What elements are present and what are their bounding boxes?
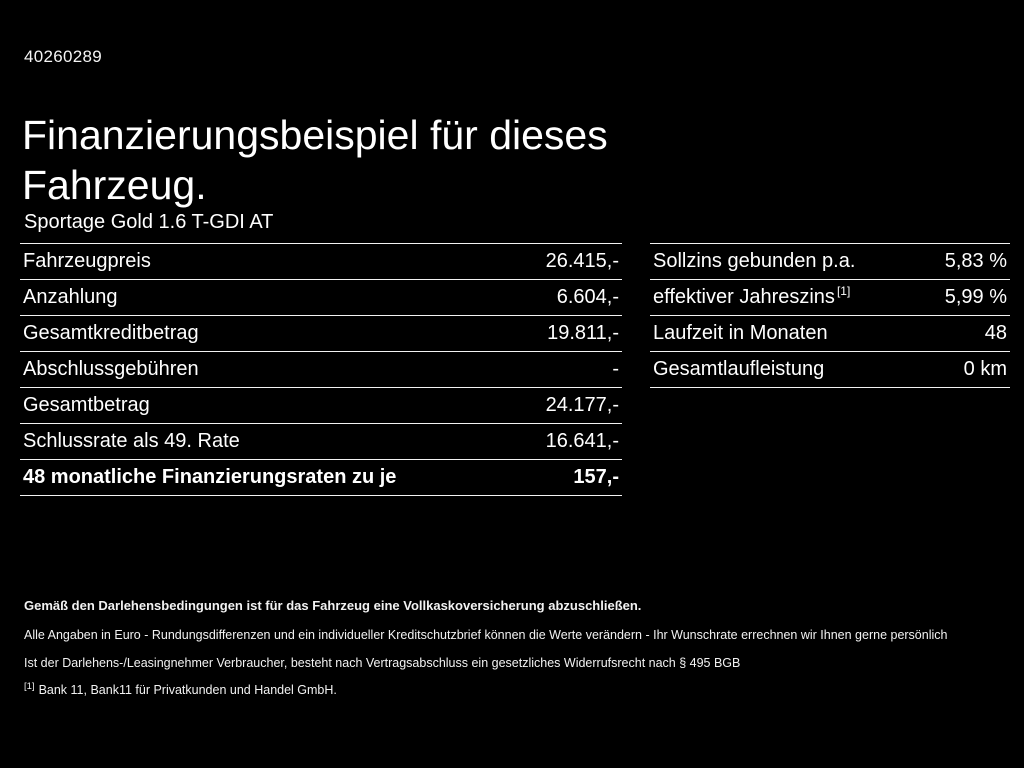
row-label: Gesamtkreditbetrag xyxy=(23,322,199,344)
footer-withdrawal-line: Ist der Darlehens-/Leasingnehmer Verbrau… xyxy=(24,655,741,670)
table-row-anzahlung: Anzahlung 6.604,- xyxy=(20,279,622,315)
table-row-gesamtlaufleistung: Gesamtlaufleistung 0 km xyxy=(650,351,1010,387)
row-value: - xyxy=(612,358,619,380)
row-label: Laufzeit in Monaten xyxy=(653,322,828,344)
table-row-fahrzeugpreis: Fahrzeugpreis 26.415,- xyxy=(20,243,622,279)
financing-table: Fahrzeugpreis 26.415,- Anzahlung 6.604,-… xyxy=(20,243,622,496)
vehicle-model: Sportage Gold 1.6 T-GDI AT xyxy=(24,211,274,233)
table-row-monatsrate: 48 monatliche Finanzierungsraten zu je 1… xyxy=(20,459,622,495)
row-label: effektiver Jahreszins [1] xyxy=(653,284,851,308)
row-value: 157,- xyxy=(573,466,619,488)
footnote-text: Bank 11, Bank11 für Privatkunden und Han… xyxy=(38,682,337,697)
table-row-effektiver-jahreszins: effektiver Jahreszins [1] 5,99 % xyxy=(650,279,1010,315)
row-value: 5,83 % xyxy=(944,250,1007,272)
page-title: Finanzierungsbeispiel für dieses Fahrzeu… xyxy=(22,111,608,209)
row-label: 48 monatliche Finanzierungsraten zu je xyxy=(23,466,397,488)
footer-footnote: [1] Bank 11, Bank11 für Privatkunden und … xyxy=(24,681,1004,700)
row-label: Gesamtlaufleistung xyxy=(653,358,825,380)
footnote-reference: [1] xyxy=(836,284,851,299)
row-value: 26.415,- xyxy=(545,250,619,272)
row-value: 16.641,- xyxy=(545,430,619,452)
row-label: Sollzins gebunden p.a. xyxy=(653,250,856,272)
footnote-marker: [1] xyxy=(24,680,35,692)
table-row-gesamtbetrag: Gesamtbetrag 24.177,- xyxy=(20,387,622,423)
row-label: Gesamtbetrag xyxy=(23,394,150,416)
row-label: Schlussrate als 49. Rate xyxy=(23,430,240,452)
table-row-gesamtkreditbetrag: Gesamtkreditbetrag 19.811,- xyxy=(20,315,622,351)
page-title-line2: Fahrzeug. xyxy=(22,161,207,208)
row-label: Anzahlung xyxy=(23,286,118,308)
row-label: Fahrzeugpreis xyxy=(23,250,151,272)
table-row-schlussrate: Schlussrate als 49. Rate 16.641,- xyxy=(20,423,622,459)
document-id: 40260289 xyxy=(24,47,103,66)
row-value: 19.811,- xyxy=(547,322,619,344)
table-row-abschlussgebuehren: Abschlussgebühren - xyxy=(20,351,622,387)
conditions-table: Sollzins gebunden p.a. 5,83 % effektiver… xyxy=(650,243,1010,388)
row-label: Abschlussgebühren xyxy=(23,358,199,380)
table-row-laufzeit: Laufzeit in Monaten 48 xyxy=(650,315,1010,351)
table-row-sollzins: Sollzins gebunden p.a. 5,83 % xyxy=(650,243,1010,279)
row-value: 6.604,- xyxy=(556,286,619,308)
row-value: 48 xyxy=(984,322,1007,344)
page-title-line1: Finanzierungsbeispiel für dieses xyxy=(22,112,608,159)
row-value: 24.177,- xyxy=(545,394,619,416)
row-value: 5,99 % xyxy=(944,286,1007,308)
row-value: 0 km xyxy=(963,358,1007,380)
footer-insurance-note: Gemäß den Darlehensbedingungen ist für d… xyxy=(24,598,642,613)
footer-disclaimer-line: Alle Angaben in Euro - Rundungsdifferenz… xyxy=(24,628,948,643)
legal-footer: Gemäß den Darlehensbedingungen ist für d… xyxy=(24,596,1004,708)
